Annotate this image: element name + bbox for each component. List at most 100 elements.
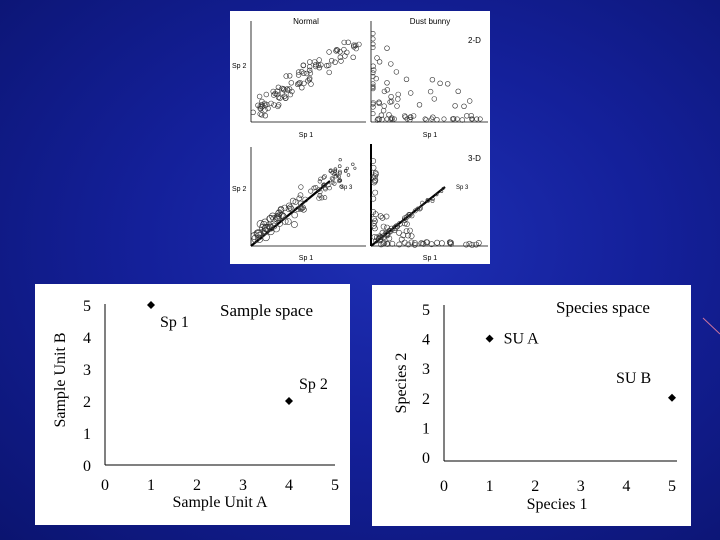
- scatter-dot: [319, 195, 325, 201]
- scatter-dot: [373, 237, 380, 244]
- scatter-dot: [279, 85, 285, 92]
- scatter-dot: [275, 94, 282, 101]
- scatter-dot: [370, 164, 377, 171]
- y-axis-label: Species 2: [393, 353, 410, 414]
- scatter-dot: [341, 39, 347, 46]
- scatter-dot: [334, 47, 341, 53]
- scatter-dot: [474, 116, 480, 122]
- scatter-dot: [370, 81, 376, 87]
- scatter-dot: [405, 241, 412, 248]
- panel-normal-3d: Sp 2 Sp 3 Sp 1: [232, 147, 366, 262]
- scatter-dot: [278, 212, 285, 219]
- scatter-dot: [306, 76, 313, 83]
- scatter-dot: [308, 188, 314, 194]
- scatter-points: [250, 158, 357, 243]
- scatter-dot: [266, 223, 275, 232]
- scatter-dot: [345, 166, 349, 170]
- scatter-dot: [317, 189, 323, 195]
- x-tick-label: 5: [668, 478, 676, 495]
- scatter-dot: [257, 111, 263, 117]
- scatter-dot: [406, 227, 413, 234]
- scatter-dot: [350, 54, 356, 60]
- scatter-dot: [383, 240, 390, 247]
- scatter-dot: [428, 241, 435, 248]
- scatter-dot: [350, 42, 357, 48]
- scatter-dot: [452, 103, 458, 109]
- scatter-dot: [468, 112, 474, 119]
- scatter-dot: [266, 215, 275, 223]
- scatter-dot: [383, 213, 390, 220]
- scatter-dot: [378, 241, 384, 248]
- scatter-dot: [322, 174, 327, 179]
- y-tick-label: 0: [422, 450, 430, 467]
- scatter-dot: [430, 199, 435, 203]
- scatter-points: [250, 39, 362, 119]
- scatter-dot: [277, 206, 285, 214]
- x-tick-label: 3: [239, 477, 247, 494]
- scatter-dot: [276, 219, 284, 227]
- scatter-dot: [370, 73, 376, 79]
- scatter-dot: [389, 240, 396, 247]
- scatter-dot: [261, 100, 268, 107]
- scatter-dot: [352, 42, 359, 48]
- scatter-dot: [326, 182, 331, 188]
- scatter-comparison-figure: Normal Sp 2 Sp 1 Dust bunny 2-D Sp 1 Sp …: [230, 11, 490, 264]
- scatter-dot: [381, 240, 388, 246]
- x-tick-label: 2: [531, 478, 539, 495]
- scatter-dot: [283, 73, 289, 79]
- scatter-dot: [380, 107, 387, 114]
- scatter-dot: [403, 228, 410, 234]
- species-space-chart: Species space Species 1 Species 2 0 1 2 3 4 5…: [372, 285, 691, 526]
- scatter-dot: [262, 107, 268, 113]
- scatter-dot: [446, 239, 453, 246]
- scatter-dot: [332, 59, 338, 65]
- scatter-dot: [379, 214, 386, 221]
- scatter-dot: [285, 87, 291, 93]
- scatter-dot: [370, 85, 376, 91]
- scatter-dot: [377, 234, 384, 240]
- scatter-dot: [286, 73, 293, 79]
- scatter-dot: [396, 229, 402, 236]
- scatter-dot: [315, 62, 322, 68]
- scatter-dot: [332, 181, 337, 186]
- panel-dust-bunny-2d: Dust bunny 2-D Sp 1: [370, 17, 488, 139]
- x-tick-label: 4: [622, 478, 630, 495]
- scatter-dot: [418, 240, 425, 247]
- scatter-dot: [370, 104, 376, 110]
- scatter-dot: [342, 53, 348, 59]
- scatter-dot: [292, 199, 299, 205]
- scatter-dot: [477, 116, 483, 122]
- scatter-dot: [307, 70, 314, 76]
- point-marker: [285, 397, 293, 405]
- panel-tag: 2-D: [468, 36, 481, 45]
- scatter-dot: [454, 116, 460, 122]
- scatter-dot: [447, 241, 454, 247]
- scatter-dot: [308, 81, 314, 87]
- scatter-dot: [401, 220, 408, 227]
- x-axis-label: Species 1: [527, 496, 588, 513]
- y-tick-label: 4: [83, 330, 91, 347]
- scatter-dot: [291, 211, 298, 219]
- scatter-dot: [395, 96, 401, 102]
- scatter-dot: [257, 105, 264, 112]
- data-points: Sp 1 Sp 2: [147, 301, 328, 405]
- scatter-dot: [306, 59, 313, 65]
- scatter-dot: [275, 103, 281, 110]
- y-axis-label: Sp 2: [232, 63, 247, 70]
- scatter-dot: [391, 116, 397, 122]
- scatter-dot: [328, 169, 333, 173]
- scatter-dot: [384, 87, 391, 93]
- scatter-dot: [324, 62, 330, 69]
- scatter-dot: [329, 176, 334, 181]
- scatter-dot: [256, 93, 263, 100]
- scatter-dot: [301, 70, 307, 76]
- y-tick-label: 3: [422, 361, 430, 378]
- scatter-dot: [370, 101, 376, 107]
- scatter-dot: [277, 95, 283, 101]
- y-tick-labels: 0 1 2 3 4 5: [422, 302, 430, 467]
- scatter-dot: [337, 174, 341, 179]
- scatter-dot: [392, 224, 399, 232]
- x-tick-label: 1: [147, 477, 155, 494]
- scatter-dot: [356, 41, 362, 48]
- x-tick-labels: 0 1 2 3 4 5: [440, 478, 676, 495]
